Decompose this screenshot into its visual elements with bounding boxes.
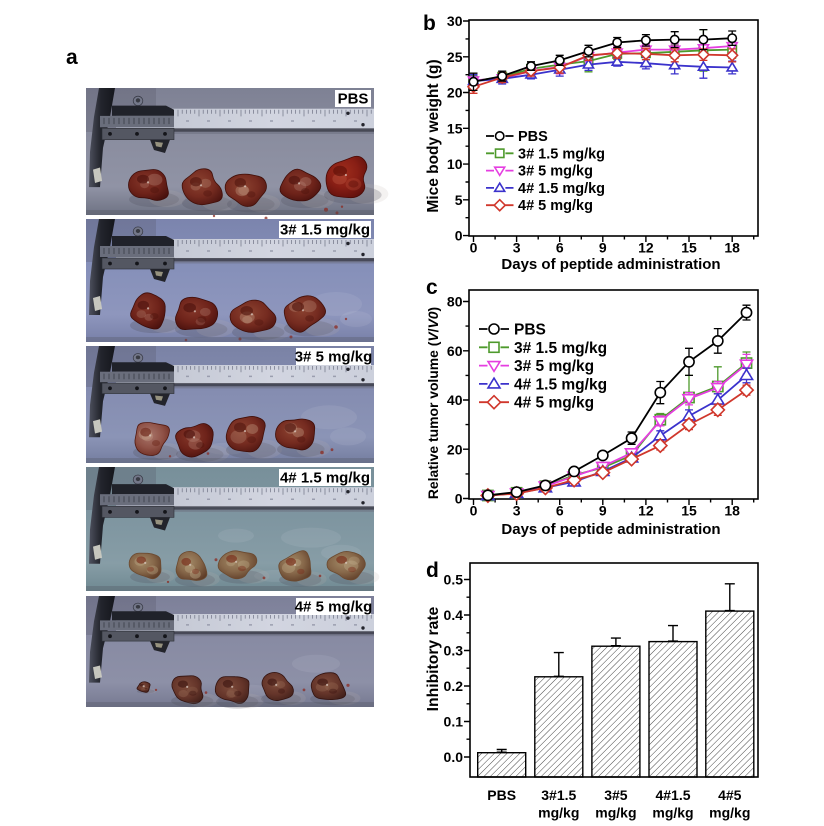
- svg-text:15: 15: [447, 120, 463, 136]
- svg-text:0: 0: [470, 240, 478, 256]
- svg-text:0: 0: [455, 491, 463, 507]
- svg-text:15: 15: [681, 503, 697, 519]
- svg-text:b: b: [423, 12, 436, 35]
- svg-text:4# 1.5 mg/kg: 4# 1.5 mg/kg: [280, 470, 370, 487]
- svg-text:6: 6: [556, 240, 564, 256]
- svg-text:3# 1.5 mg/kg: 3# 1.5 mg/kg: [280, 222, 370, 239]
- svg-text:0: 0: [470, 503, 478, 519]
- svg-text:mg/kg: mg/kg: [595, 805, 636, 821]
- svg-text:6: 6: [556, 503, 564, 519]
- svg-text:10: 10: [447, 156, 463, 172]
- svg-text:c: c: [426, 276, 438, 299]
- svg-text:15: 15: [681, 240, 697, 256]
- svg-text:18: 18: [724, 240, 740, 256]
- svg-text:Days of peptide administration: Days of peptide administration: [501, 256, 720, 273]
- svg-text:4# 5 mg/kg: 4# 5 mg/kg: [518, 198, 593, 214]
- svg-text:PBS: PBS: [518, 129, 548, 145]
- svg-text:0.0: 0.0: [444, 749, 464, 765]
- svg-text:5: 5: [455, 192, 463, 208]
- svg-text:60: 60: [447, 343, 463, 359]
- svg-text:mg/kg: mg/kg: [652, 805, 693, 821]
- svg-text:Mice body weight (g): Mice body weight (g): [425, 59, 442, 212]
- svg-text:PBS: PBS: [487, 787, 516, 803]
- svg-text:Relative tumor volume (V/V0): Relative tumor volume (V/V0): [425, 307, 441, 499]
- svg-text:3#1.5: 3#1.5: [541, 787, 576, 803]
- svg-text:d: d: [426, 559, 439, 582]
- svg-text:4#5: 4#5: [718, 787, 742, 803]
- svg-text:Days of peptide administration: Days of peptide administration: [501, 521, 720, 538]
- svg-text:12: 12: [638, 240, 654, 256]
- svg-text:3# 5 mg/kg: 3# 5 mg/kg: [295, 349, 373, 366]
- svg-text:3#5: 3#5: [604, 787, 628, 803]
- svg-text:4# 1.5 mg/kg: 4# 1.5 mg/kg: [518, 181, 605, 197]
- svg-text:PBS: PBS: [514, 322, 546, 339]
- svg-text:mg/kg: mg/kg: [709, 805, 750, 821]
- svg-text:0.4: 0.4: [444, 607, 464, 623]
- svg-text:PBS: PBS: [338, 91, 369, 108]
- svg-text:4# 1.5 mg/kg: 4# 1.5 mg/kg: [514, 376, 607, 393]
- svg-text:20: 20: [447, 85, 463, 101]
- svg-text:4#1.5: 4#1.5: [655, 787, 690, 803]
- svg-text:0.5: 0.5: [444, 572, 464, 588]
- svg-text:18: 18: [724, 503, 740, 519]
- svg-text:3# 5 mg/kg: 3# 5 mg/kg: [518, 164, 593, 180]
- svg-text:3: 3: [513, 503, 521, 519]
- svg-text:9: 9: [599, 240, 607, 256]
- svg-text:Inhibitory rate: Inhibitory rate: [425, 606, 442, 711]
- svg-text:9: 9: [599, 503, 607, 519]
- svg-text:3# 5 mg/kg: 3# 5 mg/kg: [514, 358, 594, 375]
- svg-text:0: 0: [455, 228, 463, 244]
- svg-text:25: 25: [447, 49, 463, 65]
- svg-text:0.3: 0.3: [444, 643, 464, 659]
- svg-text:4# 5 mg/kg: 4# 5 mg/kg: [295, 599, 373, 616]
- svg-text:30: 30: [447, 13, 463, 29]
- svg-text:a: a: [66, 46, 78, 69]
- svg-text:0.2: 0.2: [444, 678, 464, 694]
- svg-text:3# 1.5 mg/kg: 3# 1.5 mg/kg: [518, 146, 605, 162]
- svg-text:3: 3: [513, 240, 521, 256]
- svg-text:0.1: 0.1: [444, 714, 464, 730]
- svg-text:80: 80: [447, 294, 463, 310]
- svg-text:3# 1.5 mg/kg: 3# 1.5 mg/kg: [514, 340, 607, 357]
- svg-text:40: 40: [447, 392, 463, 408]
- svg-text:20: 20: [447, 441, 463, 457]
- svg-text:mg/kg: mg/kg: [538, 805, 579, 821]
- svg-text:4# 5 mg/kg: 4# 5 mg/kg: [514, 395, 594, 412]
- svg-text:12: 12: [638, 503, 654, 519]
